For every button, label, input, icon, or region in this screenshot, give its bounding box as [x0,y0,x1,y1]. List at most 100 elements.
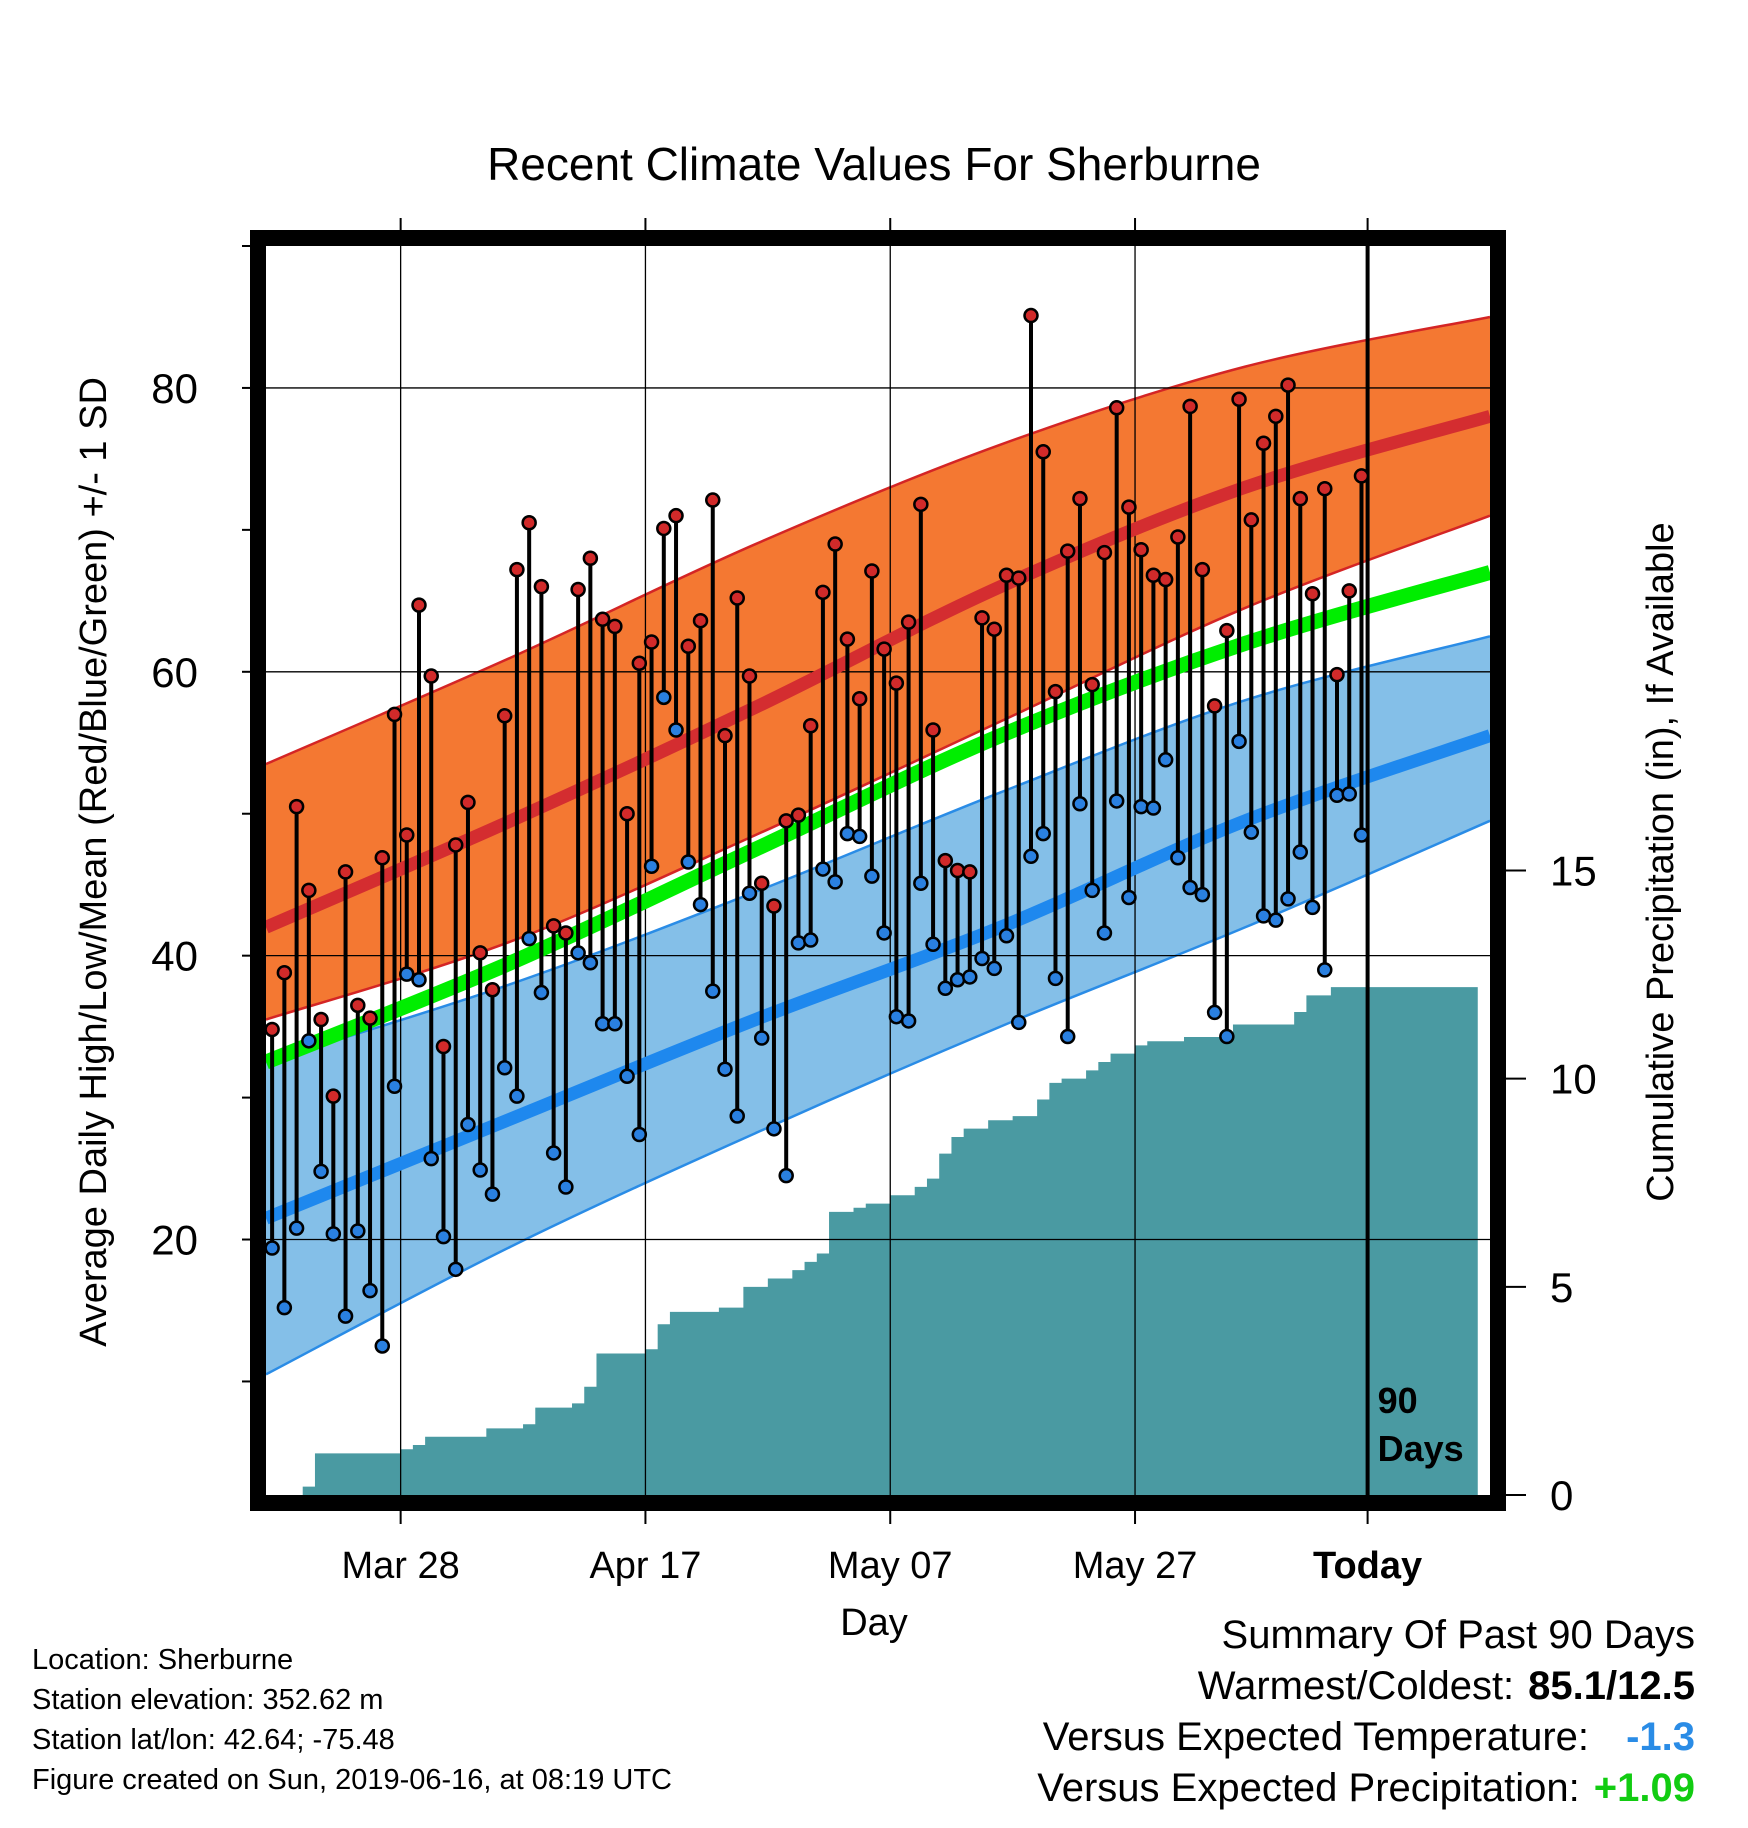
daily-high-point [423,668,439,684]
daily-high-point [1170,529,1186,545]
daily-low-point [753,1030,770,1046]
daily-low-point [1011,1014,1027,1031]
daily-high-point [484,981,501,998]
daily-high-point [766,898,782,914]
daily-low-point [729,1108,745,1124]
x-axis-label: Day [840,1602,908,1644]
daily-high-point [1194,561,1211,578]
daily-high-point [325,1088,342,1104]
daily-high-point [607,618,623,635]
daily-low-points [264,689,1370,1354]
x-tick-label: Mar 28 [341,1545,459,1587]
precip-departure-row: Versus Expected Precipitation: +1.09 [1037,1763,1695,1814]
daily-low-point [1121,889,1137,906]
precip-departure-label: Versus Expected Precipitation: [1037,1766,1580,1810]
daily-high-point [594,611,611,628]
plot-frame [250,230,1506,1511]
daily-high-point [570,581,586,598]
daily-low-point [937,980,954,997]
daily-low-point [264,1240,280,1256]
daily-high-point [962,864,978,880]
created-text: Figure created on Sun, 2019-06-16, at 08… [32,1764,672,1796]
daily-high-point [876,641,892,657]
daily-high-point [949,862,966,879]
summary-panel: Summary Of Past 90 Days Warmest/Coldest:… [1037,1610,1695,1814]
daily-low-point [460,1116,476,1133]
y-axis-label: Average Daily High/Low/Mean (Red/Blue/Gr… [73,377,115,1347]
daily-high-point [1096,544,1113,561]
daily-low-point [717,1061,733,1077]
daily-low-point [876,925,892,941]
daily-low-point [1084,882,1100,899]
daily-low-point [619,1068,635,1085]
y2-tick-label: 0 [1550,1472,1573,1519]
daily-low-point [1341,786,1357,802]
daily-low-point [1317,962,1333,978]
daily-low-point [1206,1004,1223,1021]
daily-low-point [509,1088,525,1104]
daily-high-point [913,496,929,513]
daily-high-point [1219,622,1235,639]
daily-high-point [1292,490,1309,507]
daily-low-point [607,1016,623,1032]
daily-low-point [1268,912,1284,928]
warm-cold-label: Warmest/Coldest: [1197,1664,1515,1708]
daily-high-point [1059,543,1076,559]
daily-high-point [472,945,488,961]
daily-high-point [1157,571,1174,588]
daily-low-point [766,1121,782,1137]
elevation-text: Station elevation: 352.62 m [32,1684,384,1716]
daily-low-point [484,1186,501,1202]
daily-high-point [1243,512,1260,528]
daily-low-point [1157,752,1174,768]
daily-high-point [1182,398,1198,415]
daily-range-bars [270,315,1364,1346]
today-label: 90 [1378,1380,1418,1421]
daily-high-point [802,717,819,734]
daily-low-point [1035,825,1051,842]
daily-low-point [435,1228,452,1245]
daily-high-point [411,597,427,613]
daily-low-point [668,722,684,738]
daily-low-point [913,875,929,892]
daily-low-point [362,1282,378,1299]
daily-high-point [790,807,807,823]
x-tick-label: Apr 17 [589,1545,701,1587]
daily-low-point [1096,925,1113,941]
daily-high-point [851,691,868,707]
daily-high-point [925,722,941,738]
temp-departure-label: Versus Expected Temperature: [1042,1715,1589,1759]
daily-low-point [374,1338,391,1354]
latlon-text: Station lat/lon: 42.64; -75.48 [32,1724,395,1756]
daily-high-point [1231,391,1247,408]
daily-low-point [447,1261,464,1278]
daily-low-point [423,1150,439,1167]
daily-high-point [998,567,1015,584]
high-sd-band [266,316,1490,1020]
y2-tick-label: 15 [1550,848,1597,895]
daily-low-point [582,955,599,971]
daily-low-point [815,861,831,877]
daily-high-point [460,794,476,811]
daily-high-point [1255,435,1272,452]
daily-low-point [570,945,586,961]
daily-low-point [962,969,978,985]
daily-high-point [1353,468,1370,484]
daily-low-point [1280,891,1296,907]
daily-high-point [558,925,574,941]
daily-high-point [1133,541,1149,558]
daily-high-point [545,918,562,934]
daily-low-point [521,930,537,947]
daily-low-point [1219,1028,1235,1045]
daily-high-point [619,805,635,822]
daily-low-point [1329,787,1345,804]
x-tick-label: Today [1313,1545,1422,1587]
daily-high-point [1108,400,1125,416]
warm-cold-value: 85.1/12.5 [1528,1664,1695,1708]
daily-high-point [827,536,843,552]
station-info: Location: Sherburne Station elevation: 3… [32,1640,672,1800]
daily-low-point [325,1226,342,1242]
daily-high-point [656,520,672,537]
daily-low-point [1170,849,1186,866]
daily-low-point [301,1033,317,1049]
